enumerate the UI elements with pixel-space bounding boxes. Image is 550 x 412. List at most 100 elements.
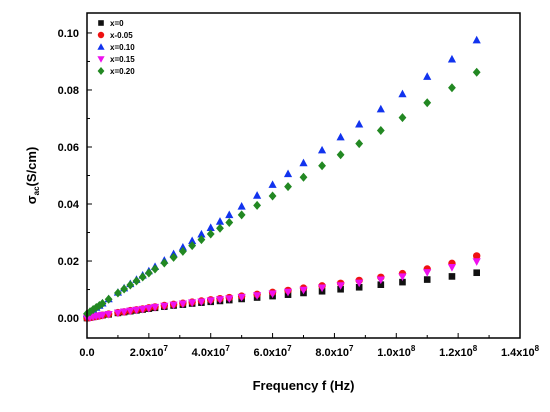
data-point — [120, 284, 129, 294]
x-axis-label: Frequency f (Hz) — [253, 378, 355, 393]
data-point — [284, 182, 292, 192]
x-tick-label: 1.2x108 — [439, 344, 478, 359]
legend-marker — [97, 43, 105, 50]
data-point — [92, 302, 101, 312]
data-point — [399, 278, 406, 286]
data-point — [283, 169, 293, 178]
data-point — [299, 286, 308, 295]
data-point — [225, 210, 234, 219]
x-tick-label-exp: 8 — [535, 344, 540, 353]
legend-marker — [97, 31, 105, 39]
data-point — [336, 282, 345, 290]
data-point — [98, 299, 107, 309]
data-point — [448, 273, 456, 280]
x-tick-label-base: 4.0x10 — [192, 347, 226, 359]
data-point — [126, 280, 135, 290]
x-tick-label: 2.0x107 — [130, 344, 169, 359]
x-tick-label-base: 8.0x10 — [315, 347, 349, 359]
legend-label: x=0.20 — [110, 67, 135, 76]
data-point — [336, 132, 345, 141]
data-point — [253, 292, 262, 300]
data-point — [336, 150, 345, 160]
data-point — [144, 305, 153, 313]
y-tick-label: 0.04 — [58, 199, 80, 211]
data-point — [423, 269, 432, 277]
x-tick-label-base: 1.4x10 — [501, 347, 535, 359]
data-point — [376, 276, 385, 285]
x-tick-label-exp: 8 — [473, 344, 478, 353]
y-axis-label-main: σ — [24, 195, 39, 204]
data-point — [216, 223, 224, 233]
axis-ticks: 0.0 2.0x107 4.0x107 6.0x107 8.0x107 1.0x108 1.… — [58, 28, 540, 359]
data-point — [120, 308, 129, 317]
series-triangle-down — [82, 258, 481, 323]
x-tick-label: 4.0x107 — [192, 344, 231, 359]
data-point — [447, 263, 457, 272]
data-point — [206, 229, 215, 239]
data-point — [268, 180, 277, 188]
data-point — [318, 161, 326, 171]
data-markers — [82, 35, 481, 323]
data-point — [197, 235, 206, 245]
data-point — [472, 35, 481, 44]
data-point — [377, 281, 385, 288]
data-point — [104, 311, 113, 319]
legend-label: x=0.15 — [110, 55, 135, 64]
data-point — [144, 268, 153, 278]
data-point — [447, 54, 457, 63]
data-point — [150, 303, 160, 312]
x-tick-label: 6.0x107 — [254, 344, 293, 359]
data-point — [237, 210, 246, 220]
x-tick-label-base: 1.2x10 — [439, 347, 473, 359]
data-point — [114, 288, 122, 298]
data-point — [317, 145, 327, 154]
x-tick-label-base: 0.0 — [79, 347, 94, 359]
data-point — [376, 104, 385, 113]
data-point — [472, 258, 481, 266]
data-point — [299, 158, 308, 167]
y-tick-label: 0.02 — [58, 256, 79, 268]
data-point — [473, 252, 481, 260]
x-tick-label-base: 6.0x10 — [254, 347, 288, 359]
y-tick-label: 0.06 — [58, 142, 79, 154]
data-point — [283, 288, 293, 297]
data-point — [160, 258, 169, 268]
data-point — [132, 306, 141, 315]
data-point — [225, 295, 234, 303]
data-point — [299, 172, 308, 182]
data-point — [126, 307, 135, 316]
data-point — [188, 236, 197, 245]
data-point — [253, 200, 262, 210]
data-point — [151, 264, 159, 274]
data-point — [423, 98, 432, 108]
legend-label: x-0.05 — [110, 31, 133, 40]
data-point — [113, 309, 123, 318]
data-point — [423, 276, 431, 283]
data-point — [197, 229, 206, 238]
y-tick-label: 0.10 — [58, 28, 79, 40]
data-point — [355, 119, 364, 128]
x-tick-label: 1.4x108 — [501, 344, 540, 359]
data-point — [423, 72, 432, 80]
data-point — [206, 297, 215, 305]
data-point — [215, 217, 225, 225]
series-diamond — [83, 67, 481, 319]
data-point — [138, 272, 147, 282]
data-point — [253, 191, 262, 199]
legend-label: x=0 — [110, 19, 124, 28]
data-point — [86, 307, 94, 317]
data-point — [104, 294, 113, 304]
plot-frame — [86, 12, 521, 339]
x-tick-label-exp: 7 — [225, 344, 230, 353]
data-point — [317, 284, 327, 293]
data-point — [448, 83, 456, 93]
legend-label: x=0.10 — [110, 43, 135, 52]
y-tick-label: 0.08 — [58, 85, 79, 97]
y-tick-label: 0.00 — [58, 313, 79, 325]
data-point — [225, 218, 234, 228]
legend-marker — [98, 20, 104, 26]
data-point — [206, 223, 215, 231]
data-point — [355, 139, 364, 149]
x-tick-label: 8.0x107 — [315, 344, 354, 359]
x-tick-label-base: 1.0x10 — [377, 347, 411, 359]
